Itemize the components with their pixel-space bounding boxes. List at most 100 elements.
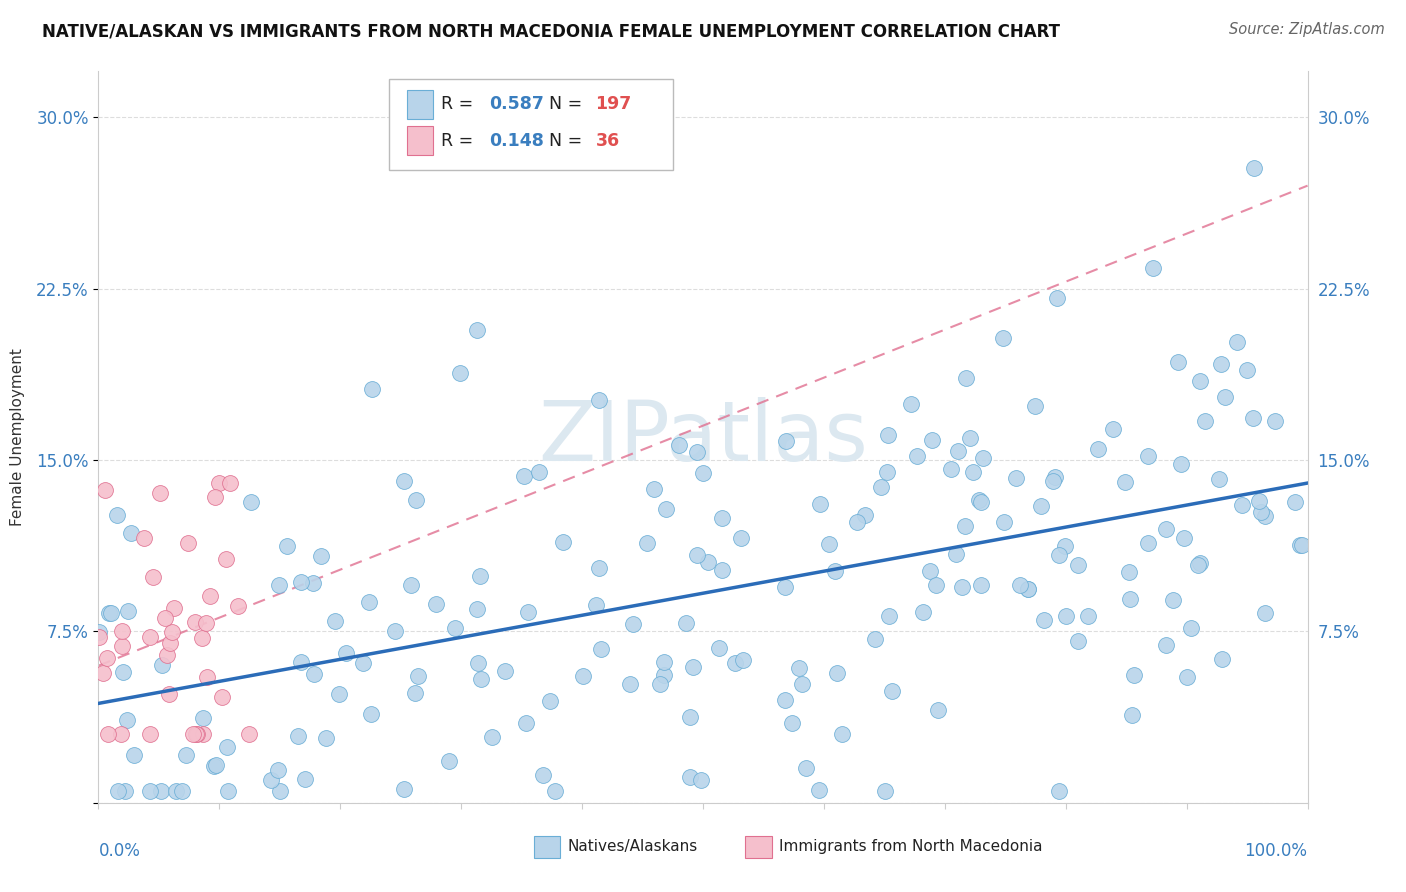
Point bbox=[650, 677, 672, 691]
Point bbox=[1180, 621, 1202, 635]
Bar bbox=[745, 836, 772, 858]
Point bbox=[1213, 390, 1236, 404]
Point bbox=[406, 669, 429, 683]
Bar bbox=[406, 126, 433, 155]
Point bbox=[1208, 472, 1230, 486]
Point bbox=[945, 547, 967, 561]
Point bbox=[925, 578, 948, 592]
Point bbox=[679, 770, 702, 784]
Point bbox=[328, 688, 350, 702]
Point bbox=[1161, 593, 1184, 607]
Point bbox=[207, 475, 229, 490]
Point bbox=[527, 465, 550, 479]
Point bbox=[1008, 578, 1031, 592]
Point bbox=[1067, 633, 1090, 648]
Point bbox=[962, 465, 984, 479]
Point bbox=[191, 631, 214, 645]
Point bbox=[117, 604, 139, 618]
Point bbox=[927, 703, 949, 717]
Text: R =: R = bbox=[440, 95, 478, 113]
Point bbox=[97, 727, 120, 741]
Point bbox=[845, 515, 868, 529]
Point bbox=[1017, 582, 1039, 596]
Point bbox=[1211, 652, 1233, 666]
Point bbox=[585, 598, 607, 612]
Point bbox=[165, 784, 187, 798]
Point bbox=[1194, 414, 1216, 428]
Point bbox=[970, 578, 993, 592]
Point bbox=[636, 536, 658, 550]
Point bbox=[357, 595, 380, 609]
Point bbox=[512, 468, 534, 483]
Point bbox=[195, 615, 218, 630]
Point bbox=[217, 740, 239, 755]
Point bbox=[290, 575, 312, 590]
Point bbox=[824, 564, 846, 578]
Point bbox=[87, 631, 110, 645]
Point bbox=[443, 621, 465, 635]
Point bbox=[654, 502, 676, 516]
Text: 197: 197 bbox=[595, 95, 631, 113]
Point bbox=[226, 599, 249, 613]
Point bbox=[150, 657, 173, 672]
Point bbox=[204, 759, 226, 773]
Point bbox=[399, 577, 422, 591]
Point bbox=[1142, 260, 1164, 275]
Point bbox=[959, 431, 981, 445]
Point bbox=[877, 609, 900, 624]
Point bbox=[110, 624, 132, 638]
Point bbox=[239, 495, 262, 509]
Point bbox=[1188, 374, 1211, 388]
Point bbox=[405, 493, 427, 508]
Point bbox=[1136, 450, 1159, 464]
Point bbox=[972, 451, 994, 466]
Point bbox=[267, 764, 290, 778]
Y-axis label: Female Unemployment: Female Unemployment bbox=[10, 348, 25, 526]
Point bbox=[114, 784, 136, 798]
Point bbox=[481, 731, 503, 745]
FancyBboxPatch shape bbox=[388, 78, 672, 170]
Point bbox=[425, 598, 447, 612]
Point bbox=[1087, 442, 1109, 457]
Point bbox=[621, 617, 644, 632]
Point bbox=[94, 483, 117, 497]
Point bbox=[1209, 357, 1232, 371]
Point bbox=[211, 690, 233, 704]
Point bbox=[686, 549, 709, 563]
Point bbox=[449, 366, 471, 380]
Point bbox=[780, 716, 803, 731]
Point bbox=[991, 331, 1014, 345]
Point bbox=[865, 632, 887, 646]
Point bbox=[110, 727, 132, 741]
Point bbox=[215, 551, 238, 566]
Point bbox=[112, 665, 135, 679]
Point bbox=[139, 784, 162, 798]
Point bbox=[900, 397, 922, 411]
Point bbox=[97, 606, 120, 620]
Point bbox=[157, 688, 180, 702]
Point bbox=[675, 615, 697, 630]
Point bbox=[260, 773, 283, 788]
Point bbox=[955, 371, 977, 385]
Point bbox=[808, 497, 831, 511]
Text: 0.587: 0.587 bbox=[489, 95, 544, 113]
Point bbox=[1170, 457, 1192, 471]
Text: N =: N = bbox=[550, 95, 588, 113]
Point bbox=[711, 563, 734, 577]
Point bbox=[950, 580, 973, 594]
Point bbox=[877, 427, 900, 442]
Point bbox=[733, 653, 755, 667]
Point bbox=[730, 531, 752, 545]
Point bbox=[181, 727, 204, 741]
Point bbox=[619, 677, 641, 691]
Point bbox=[692, 466, 714, 480]
Point bbox=[494, 664, 516, 678]
Point bbox=[773, 580, 796, 594]
Point bbox=[361, 382, 384, 396]
Point bbox=[1047, 549, 1070, 563]
Point bbox=[1121, 708, 1143, 723]
Point bbox=[1187, 558, 1209, 572]
Point bbox=[652, 668, 675, 682]
Point bbox=[159, 636, 181, 650]
Point bbox=[360, 707, 382, 722]
